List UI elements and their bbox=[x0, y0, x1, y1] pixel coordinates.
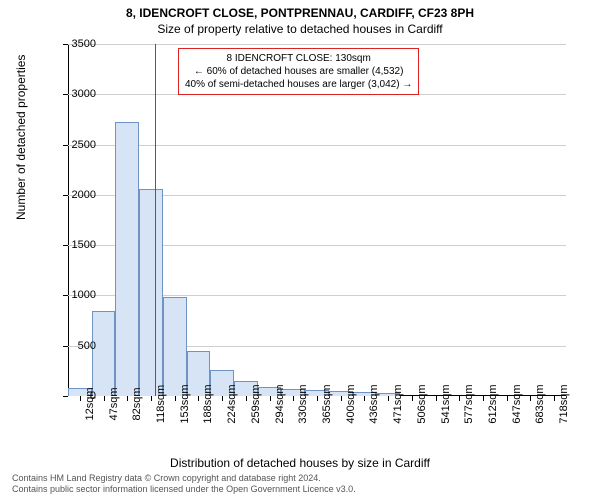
xtick-mark bbox=[483, 396, 484, 401]
histogram-bar bbox=[92, 311, 116, 396]
xtick-mark bbox=[412, 396, 413, 401]
annotation-box: 8 IDENCROFT CLOSE: 130sqm ← 60% of detac… bbox=[178, 48, 419, 95]
ytick-label: 3500 bbox=[56, 38, 96, 50]
xtick-label: 47sqm bbox=[108, 387, 120, 420]
xtick-label: 224sqm bbox=[226, 384, 238, 423]
xtick-label: 188sqm bbox=[202, 384, 214, 423]
xtick-label: 259sqm bbox=[250, 384, 262, 423]
title-sub: Size of property relative to detached ho… bbox=[0, 20, 600, 36]
xtick-label: 118sqm bbox=[155, 385, 167, 423]
xtick-label: 365sqm bbox=[321, 384, 333, 423]
annotation-line2: ← 60% of detached houses are smaller (4,… bbox=[185, 65, 412, 78]
gridline bbox=[68, 44, 566, 45]
xtick-mark bbox=[436, 396, 437, 401]
ytick-label: 1000 bbox=[56, 289, 96, 301]
xtick-label: 541sqm bbox=[440, 384, 452, 423]
x-axis-label: Distribution of detached houses by size … bbox=[0, 456, 600, 470]
xtick-label: 436sqm bbox=[368, 384, 380, 423]
xtick-mark bbox=[104, 396, 105, 401]
xtick-mark bbox=[246, 396, 247, 401]
chart-area: 8 IDENCROFT CLOSE: 130sqm ← 60% of detac… bbox=[68, 44, 566, 396]
xtick-label: 718sqm bbox=[558, 384, 570, 423]
xtick-mark bbox=[151, 396, 152, 401]
xtick-label: 647sqm bbox=[511, 384, 523, 423]
ytick-label: 2000 bbox=[56, 189, 96, 201]
xtick-mark bbox=[127, 396, 128, 401]
annotation-line3: 40% of semi-detached houses are larger (… bbox=[185, 78, 412, 91]
xtick-label: 330sqm bbox=[297, 384, 309, 423]
xtick-label: 506sqm bbox=[416, 384, 428, 423]
xtick-mark bbox=[222, 396, 223, 401]
ytick-label: 2500 bbox=[56, 139, 96, 151]
xtick-mark bbox=[293, 396, 294, 401]
xtick-label: 294sqm bbox=[274, 384, 286, 423]
xtick-mark bbox=[175, 396, 176, 401]
xtick-label: 12sqm bbox=[84, 387, 96, 420]
y-axis-label: Number of detached properties bbox=[14, 55, 28, 220]
xtick-mark bbox=[270, 396, 271, 401]
xtick-mark bbox=[554, 396, 555, 401]
xtick-label: 612sqm bbox=[487, 384, 499, 423]
xtick-mark bbox=[507, 396, 508, 401]
xtick-mark bbox=[530, 396, 531, 401]
histogram-bar bbox=[115, 122, 139, 396]
ytick-label: 500 bbox=[56, 340, 96, 352]
xtick-label: 683sqm bbox=[534, 384, 546, 423]
xtick-label: 153sqm bbox=[179, 384, 191, 423]
ytick-label: 1500 bbox=[56, 239, 96, 251]
xtick-mark bbox=[198, 396, 199, 401]
title-main: 8, IDENCROFT CLOSE, PONTPRENNAU, CARDIFF… bbox=[0, 0, 600, 20]
footer-line1: Contains HM Land Registry data © Crown c… bbox=[12, 473, 356, 485]
xtick-mark bbox=[388, 396, 389, 401]
footer-line2: Contains public sector information licen… bbox=[12, 484, 356, 496]
xtick-mark bbox=[317, 396, 318, 401]
plot-region bbox=[68, 44, 566, 396]
marker-line bbox=[155, 44, 156, 396]
histogram-bar bbox=[163, 297, 187, 396]
xtick-label: 82sqm bbox=[131, 387, 143, 420]
gridline bbox=[68, 145, 566, 146]
xtick-mark bbox=[459, 396, 460, 401]
xtick-label: 471sqm bbox=[392, 384, 404, 423]
xtick-label: 577sqm bbox=[463, 384, 475, 423]
annotation-line1: 8 IDENCROFT CLOSE: 130sqm bbox=[185, 52, 412, 65]
xtick-mark bbox=[364, 396, 365, 401]
xtick-label: 400sqm bbox=[345, 384, 357, 423]
histogram-bar bbox=[139, 189, 163, 396]
ytick-label: 3000 bbox=[56, 88, 96, 100]
xtick-mark bbox=[341, 396, 342, 401]
footer: Contains HM Land Registry data © Crown c… bbox=[12, 473, 356, 496]
